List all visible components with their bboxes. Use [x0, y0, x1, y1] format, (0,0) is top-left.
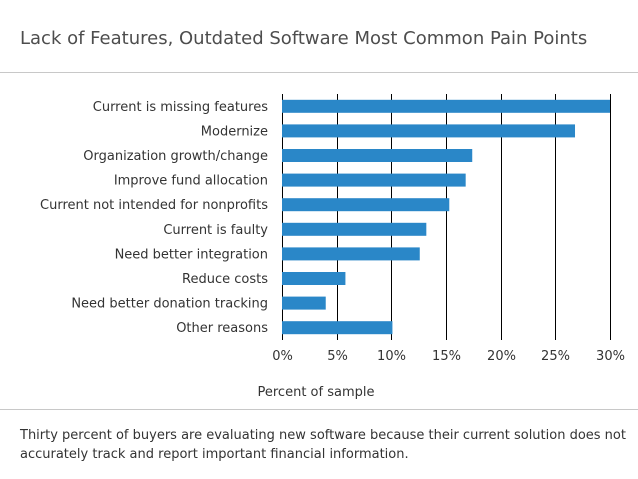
bar [282, 173, 466, 187]
bar [282, 99, 610, 113]
x-tick-label: 15% [432, 349, 461, 364]
bar [282, 247, 420, 261]
chart-title: Lack of Features, Outdated Software Most… [20, 28, 588, 49]
x-tick-label: 5% [327, 349, 348, 364]
bar [282, 198, 450, 212]
bar [282, 321, 393, 335]
category-label: Current not intended for nonprofits [40, 198, 268, 213]
x-axis-title: Percent of sample [258, 385, 375, 400]
category-label: Reduce costs [182, 272, 268, 287]
x-tick-label: 20% [487, 349, 516, 364]
category-label: Improve fund allocation [114, 174, 268, 189]
category-label: Other reasons [176, 321, 268, 336]
category-label: Organization growth/change [83, 149, 268, 164]
x-tick-label: 0% [272, 349, 293, 364]
category-label: Need better donation tracking [71, 297, 268, 312]
category-label: Modernize [201, 124, 268, 139]
bar [282, 124, 576, 138]
x-tick-label: 10% [377, 349, 406, 364]
x-tick-label: 30% [596, 349, 625, 364]
bottom-divider [0, 409, 638, 410]
top-divider [0, 72, 638, 73]
category-label: Need better integration [115, 247, 268, 262]
bar [282, 149, 473, 162]
bar [282, 296, 326, 310]
bar [282, 272, 346, 285]
category-label: Current is faulty [163, 223, 268, 238]
x-tick-label: 25% [541, 349, 570, 364]
category-label: Current is missing features [93, 100, 268, 115]
bar [282, 222, 427, 236]
chart-caption: Thirty percent of buyers are evaluating … [20, 428, 626, 462]
